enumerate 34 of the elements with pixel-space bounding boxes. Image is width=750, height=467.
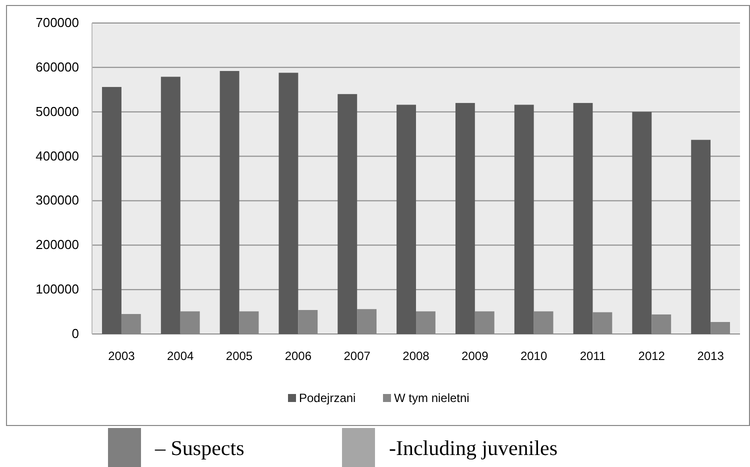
y-tick-label: 700000 <box>36 15 79 30</box>
x-tick-label: 2013 <box>697 349 724 363</box>
y-tick-label: 300000 <box>36 192 79 208</box>
y-tick-label: 600000 <box>36 59 79 74</box>
x-tick-label: 2003 <box>108 349 136 363</box>
legend-label: W tym nieletni <box>394 391 470 405</box>
y-tick-label: 0 <box>72 326 79 341</box>
bar <box>691 140 711 334</box>
bar <box>573 102 593 334</box>
y-tick-label: 200000 <box>36 237 79 252</box>
bar <box>220 70 240 334</box>
x-tick-label: 2011 <box>580 349 606 363</box>
text: -Including juveniles <box>389 436 558 460</box>
x-tick-label: 2010 <box>520 349 548 363</box>
x-tick-label: 2009 <box>462 349 489 363</box>
x-tick-label: 2012 <box>638 349 666 363</box>
y-tick-label: 400000 <box>36 148 79 164</box>
x-tick-label: 2004 <box>167 349 194 363</box>
legend-label: Podejrzani <box>299 391 356 405</box>
bar <box>632 112 652 334</box>
bar <box>102 86 122 334</box>
x-tick-label: 2006 <box>284 349 312 363</box>
bar <box>396 104 416 334</box>
text: – Suspects <box>154 436 244 460</box>
bar <box>160 76 180 334</box>
bar <box>278 72 298 334</box>
bar <box>514 104 534 334</box>
bar <box>338 94 358 334</box>
y-tick-label: 500000 <box>36 104 79 119</box>
y-tick-label: 100000 <box>36 282 79 297</box>
x-tick-label: 2007 <box>344 349 371 363</box>
x-tick-label: 2008 <box>402 349 430 363</box>
bar <box>455 102 475 334</box>
x-tick-label: 2005 <box>226 349 253 363</box>
